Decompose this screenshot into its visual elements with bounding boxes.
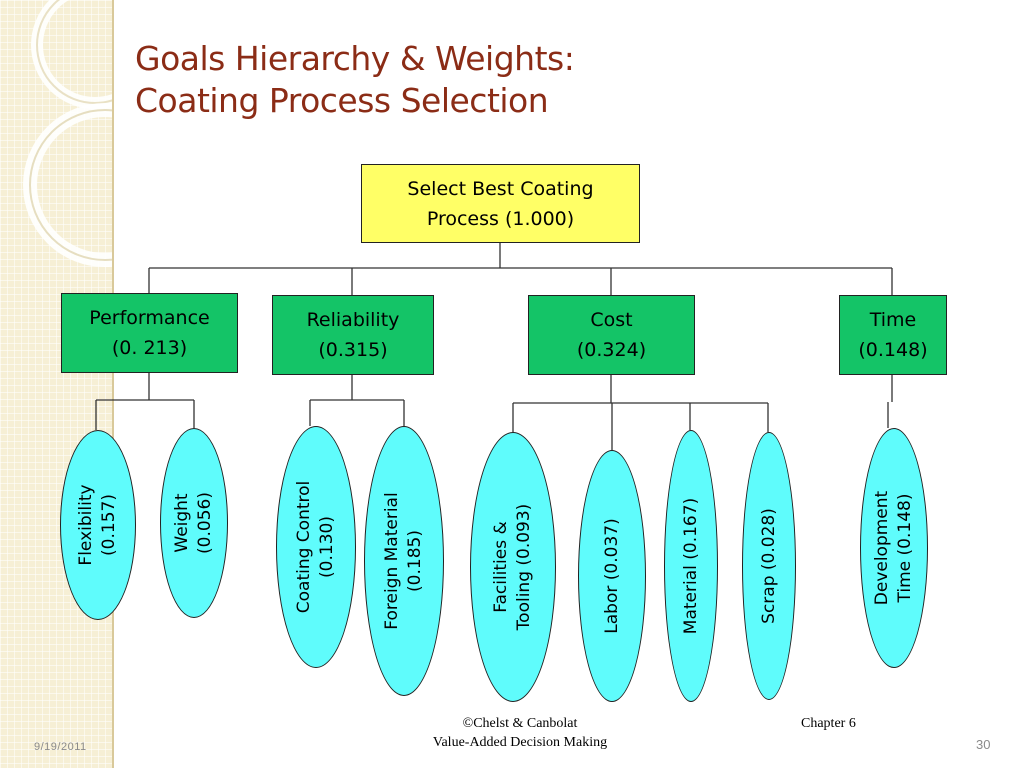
subcriterion-line2: (0.185) [405,530,425,592]
criterion-box-cost: Cost (0.324) [528,295,695,375]
subcriterion-label-foreign-material: Foreign Material (0.185) [382,446,425,676]
footer-credit: ©Chelst & Canbolat Value-Added Decision … [400,714,640,752]
footer-copyright: ©Chelst & Canbolat [462,716,578,731]
sidebar-divider [112,0,114,768]
subcriterion-line2: Time (0.148) [895,493,915,603]
subcriterion-ellipse-facilities-tooling [470,432,556,702]
subcriterion-label-weight: Weight (0.056) [172,428,215,618]
criterion-weight: (0.315) [318,339,388,361]
criterion-box-reliability: Reliability (0.315) [272,295,434,375]
subcriterion-line1: Foreign Material [382,492,402,630]
criterion-label: Time [869,309,917,331]
subcriterion-line2: (0.130) [317,516,337,578]
subcriterion-label-flexibility: Flexibility (0.157) [76,430,119,620]
criterion-weight: (0.324) [576,339,647,361]
criterion-weight: (0. 213) [111,337,188,359]
criterion-box-performance: Performance (0. 213) [61,293,238,373]
decorative-circles-graphic [23,0,112,267]
subcriterion-line1: Coating Control [294,480,314,614]
subcriterion-line1: Weight [172,493,192,553]
subcriterion-ellipse-material [664,430,718,702]
criterion-box-time: Time (0.148) [839,295,947,375]
slide-title-line2: Coating Process Selection [135,81,549,120]
subcriterion-line2: (0.157) [99,494,119,556]
subcriterion-ellipse-labor [578,450,646,702]
subcriterion-label-scrap: Scrap (0.028) [757,466,781,666]
subcriterion-ellipse-flexibility [60,430,136,620]
subcriterion-label-material: Material (0.167) [679,456,703,676]
subcriterion-line1: Labor (0.037) [601,518,622,634]
subcriterion-line1: Material (0.167) [680,497,701,635]
criterion-label: Cost [590,309,633,331]
goal-root-line2: Process (1.000) [426,207,575,230]
footer-chapter: Chapter 6 [801,716,856,731]
goal-root-line1: Select Best Coating [407,177,594,200]
slide-title: Goals Hierarchy & Weights: Coating Proce… [135,38,575,122]
slide-number: 30 [976,737,991,752]
criterion-weight: (0.148) [858,339,928,361]
subcriterion-label-facilities-tooling: Facilities & Tooling (0.093) [491,452,534,682]
subcriterion-ellipse-development-time [860,428,928,668]
subcriterion-ellipse-scrap [742,432,796,700]
subcriterion-line1: Development [872,490,892,606]
subcriterion-ellipse-foreign-material [364,426,444,696]
footer-book-title: Value-Added Decision Making [432,735,608,750]
subcriterion-line1: Flexibility [76,484,96,566]
subcriterion-line1: Scrap (0.028) [758,508,779,624]
subcriterion-label-labor: Labor (0.037) [600,476,624,676]
subcriterion-ellipse-weight [160,428,228,618]
subcriterion-label-development-time: Development Time (0.148) [872,453,915,643]
decorative-sidebar [0,0,112,768]
subcriterion-label-coating-control: Coating Control (0.130) [294,437,337,657]
subcriterion-line2: (0.056) [195,492,215,554]
subcriterion-line2: Tooling (0.093) [514,503,534,631]
criterion-label: Reliability [306,309,400,331]
criterion-label: Performance [89,307,210,329]
goal-box-root: Select Best Coating Process (1.000) [361,164,640,243]
subcriterion-ellipse-coating-control [276,426,356,668]
footer-date: 9/19/2011 [34,741,87,753]
subcriterion-line1: Facilities & [491,521,511,613]
slide-title-line1: Goals Hierarchy & Weights: [135,39,575,78]
